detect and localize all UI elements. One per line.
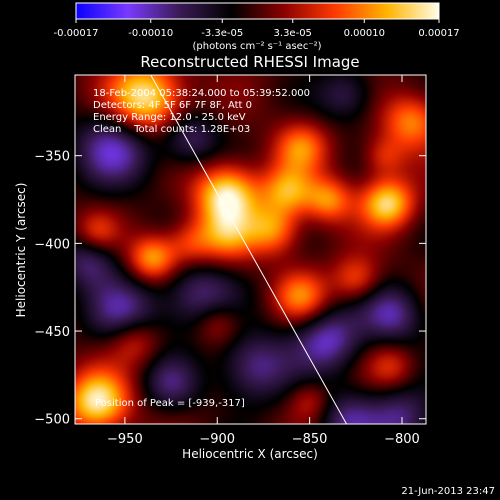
colorbar-ticks: -0.00017 -0.00010 -3.3e-05 3.3e-05 0.00010 0.… <box>54 19 460 39</box>
info-line-energy: Energy Range: 12.0 - 25.0 keV <box>93 112 246 123</box>
colorbar-tick-label: 0.00017 <box>418 28 459 39</box>
x-axis-title: Heliocentric X (arcsec) <box>182 447 318 461</box>
info-line-clean: Clean Total counts: 1.28E+03 <box>93 124 250 135</box>
y-tick-label: −400 <box>34 237 70 252</box>
y-axis-title: Heliocentric Y (arcsec) <box>14 183 28 318</box>
info-line-time: 18-Feb-2004 05:38:24.000 to 05:39:52.000 <box>93 88 310 99</box>
colorbar-tick-label: -3.3e-05 <box>201 28 243 39</box>
timestamp: 21-Jun-2013 23:47 <box>401 486 495 497</box>
axis-ticks: −950 −900 −850 −800 −350 −400 −450 −500 <box>34 75 426 447</box>
y-tick-label: −500 <box>34 413 70 428</box>
colorbar-unit-label: (photons cm⁻² s⁻¹ asec⁻²) <box>192 41 321 52</box>
peak-position-label: Position of Peak = [-939,-317] <box>95 398 245 409</box>
x-tick-label: −850 <box>292 432 328 447</box>
colorbar-tick-label: 0.00010 <box>344 28 385 39</box>
y-tick-label: −450 <box>34 325 70 340</box>
x-tick-label: −900 <box>199 432 235 447</box>
x-tick-label: −800 <box>384 432 420 447</box>
plot-frame <box>74 74 427 425</box>
heatmap-image <box>75 75 426 424</box>
colorbar-tick-label: -0.00010 <box>128 28 173 39</box>
observation-info: 18-Feb-2004 05:38:24.000 to 05:39:52.000… <box>93 88 310 135</box>
colorbar-tick-label: 3.3e-05 <box>274 28 312 39</box>
colorbar-tick-label: -0.00017 <box>54 28 99 39</box>
x-tick-label: −950 <box>107 432 143 447</box>
heatmap-container <box>75 75 426 424</box>
limb-line <box>150 75 347 424</box>
colorbar <box>75 2 440 20</box>
y-tick-label: −350 <box>34 150 70 165</box>
info-line-detectors: Detectors: 4F 5F 6F 7F 8F, Att 0 <box>93 100 252 111</box>
chart-title: Reconstructed RHESSI Image <box>140 53 359 71</box>
